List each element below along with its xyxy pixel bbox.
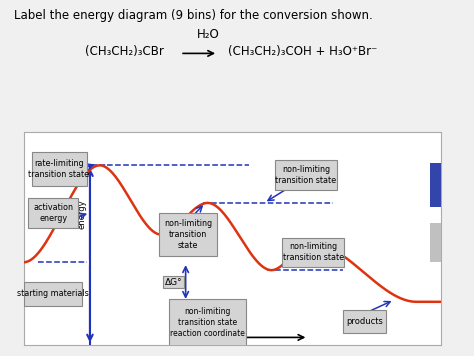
FancyBboxPatch shape (32, 152, 87, 186)
Text: products: products (346, 317, 383, 326)
FancyBboxPatch shape (343, 310, 386, 334)
Text: non-limiting
transition
state: non-limiting transition state (164, 219, 212, 250)
FancyBboxPatch shape (275, 161, 337, 190)
Text: H₂O: H₂O (197, 28, 220, 41)
FancyBboxPatch shape (25, 282, 82, 306)
Text: activation
energy: activation energy (33, 203, 73, 223)
FancyBboxPatch shape (159, 213, 217, 256)
Bar (430, 163, 441, 207)
Text: non-limiting
transition state
reaction coordinate: non-limiting transition state reaction c… (170, 307, 245, 338)
FancyBboxPatch shape (282, 237, 345, 267)
FancyBboxPatch shape (28, 198, 78, 227)
Text: starting materials: starting materials (17, 289, 89, 298)
Text: non-limiting
transition state: non-limiting transition state (283, 242, 344, 262)
Text: non-limiting
transition state: non-limiting transition state (275, 165, 337, 185)
Text: rate-limiting
transition state: rate-limiting transition state (28, 159, 90, 179)
Text: (CH₃CH₂)₃CBr: (CH₃CH₂)₃CBr (85, 45, 164, 58)
Text: Label the energy diagram (9 bins) for the conversion shown.: Label the energy diagram (9 bins) for th… (14, 9, 373, 22)
FancyBboxPatch shape (169, 299, 246, 346)
Text: (CH₃CH₂)₃COH + H₃O⁺Br⁻: (CH₃CH₂)₃COH + H₃O⁺Br⁻ (228, 45, 377, 58)
Text: ΔG°: ΔG° (164, 278, 182, 287)
Text: energy: energy (77, 199, 86, 229)
Bar (430, 223, 441, 262)
